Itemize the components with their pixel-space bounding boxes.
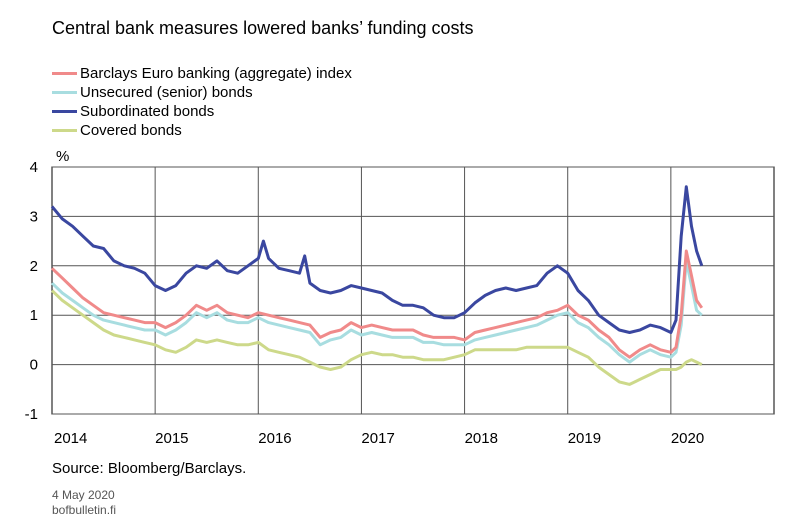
x-tick-label: 2015 (155, 430, 188, 447)
x-tick-label: 2017 (361, 430, 394, 447)
y-tick-label: 4 (30, 159, 38, 176)
y-axis-ticks: -1 0 1 2 3 4 (25, 159, 38, 423)
legend-item-subordinated: Subordinated bonds (52, 102, 352, 121)
series-line-0 (50, 249, 704, 359)
source-note: Source: Bloomberg/Barclays. (52, 460, 247, 477)
chart-legend: Barclays Euro banking (aggregate) index … (52, 64, 352, 140)
legend-swatch-index (52, 72, 77, 75)
legend-label-covered: Covered bonds (80, 122, 182, 139)
series-line-2 (50, 185, 704, 334)
x-tick-label: 2020 (671, 430, 704, 447)
y-tick-label: 2 (30, 258, 38, 275)
x-tick-label: 2014 (54, 430, 87, 447)
x-tick-label: 2019 (568, 430, 601, 447)
legend-label-index: Barclays Euro banking (aggregate) index (80, 65, 352, 82)
y-tick-label: 3 (30, 208, 38, 225)
legend-item-senior: Unsecured (senior) bonds (52, 83, 352, 102)
legend-swatch-subordinated (52, 110, 77, 113)
y-tick-label: -1 (25, 406, 38, 423)
y-tick-label: 1 (30, 307, 38, 324)
series-lines (50, 185, 704, 386)
y-axis-label: % (56, 148, 69, 165)
site-name: bofbulletin.fi (52, 503, 117, 517)
legend-swatch-covered (52, 129, 77, 132)
x-axis-ticks: 2014 2015 2016 2017 2018 2019 2020 (54, 430, 704, 447)
x-tick-label: 2018 (465, 430, 498, 447)
legend-item-index: Barclays Euro banking (aggregate) index (52, 64, 352, 83)
series-line-1 (50, 259, 703, 364)
y-tick-label: 0 (30, 357, 38, 374)
chart-title: Central bank measures lowered banks’ fun… (52, 18, 474, 38)
publish-date: 4 May 2020 (52, 488, 115, 502)
legend-swatch-senior (52, 91, 77, 94)
legend-label-senior: Unsecured (senior) bonds (80, 84, 253, 101)
grid-lines (52, 166, 774, 415)
legend-item-covered: Covered bonds (52, 121, 352, 140)
series-line-3 (50, 289, 703, 386)
plot-area (51, 166, 775, 415)
x-tick-label: 2016 (258, 430, 291, 447)
legend-label-subordinated: Subordinated bonds (80, 103, 215, 120)
